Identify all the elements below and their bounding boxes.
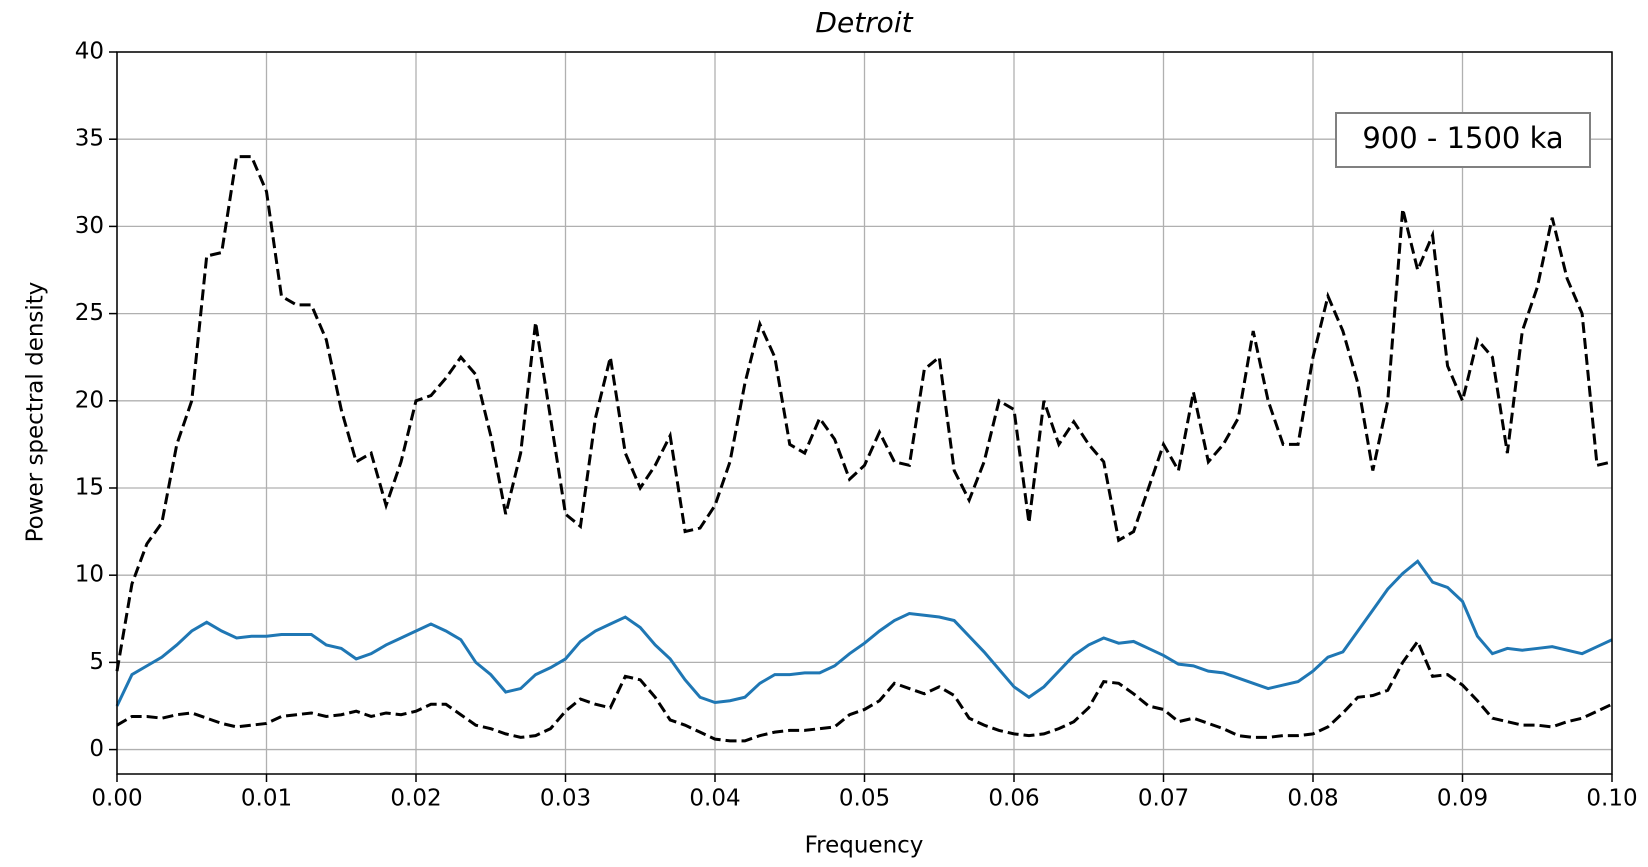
x-tick-label: 0.03 xyxy=(540,786,591,812)
annotation: 900 - 1500 ka xyxy=(1362,121,1563,155)
y-axis-label: Power spectral density xyxy=(23,282,49,543)
x-tick-label: 0.00 xyxy=(91,786,142,812)
x-tick-label: 0.05 xyxy=(839,786,890,812)
x-tick-label: 0.02 xyxy=(390,786,441,812)
y-tick-label: 35 xyxy=(75,126,104,152)
x-tick-label: 0.06 xyxy=(988,786,1039,812)
x-tick-label: 0.04 xyxy=(689,786,740,812)
series-line xyxy=(115,155,1613,672)
annotation-box xyxy=(1335,112,1591,168)
x-tick-label: 0.09 xyxy=(1437,786,1488,812)
x-tick-label: 0.07 xyxy=(1138,786,1189,812)
y-tick-label: 5 xyxy=(89,649,104,675)
y-tick-label: 30 xyxy=(75,213,104,239)
series-line xyxy=(116,638,1613,743)
y-tick-label: 10 xyxy=(75,562,104,588)
x-axis-label: Frequency xyxy=(805,833,924,859)
x-tick-label: 0.01 xyxy=(241,786,292,812)
x-tick-label: 0.08 xyxy=(1287,786,1338,812)
y-tick-label: 0 xyxy=(89,736,104,762)
y-tick-label: 15 xyxy=(75,474,104,500)
y-tick-label: 25 xyxy=(75,300,104,326)
series-line xyxy=(115,559,1613,707)
y-tick-label: 20 xyxy=(75,387,104,413)
x-tick-label: 0.10 xyxy=(1586,786,1637,812)
y-tick-label: 40 xyxy=(75,39,104,65)
chart-title: Detroit xyxy=(815,6,913,39)
